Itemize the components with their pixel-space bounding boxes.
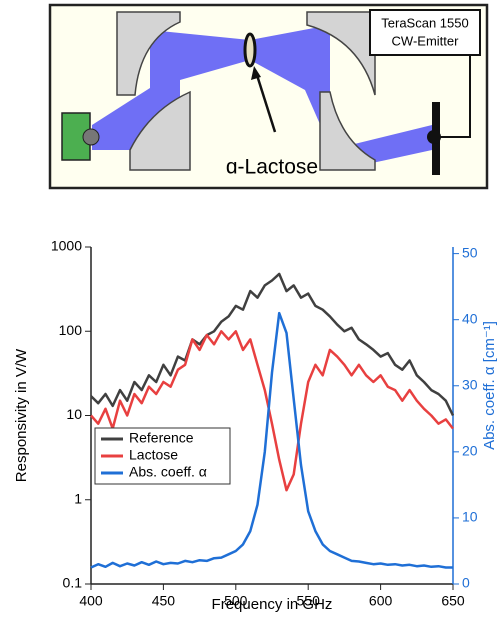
series-line [90, 272, 455, 417]
emitter-box [369, 9, 481, 56]
y-tick-label: 0.1 [63, 575, 83, 591]
x-tick-label: 550 [297, 593, 321, 609]
beam-right [250, 25, 432, 170]
legend-label: Abs. coeff. α [129, 464, 207, 480]
arrow [254, 71, 277, 133]
mirror [129, 90, 191, 171]
y2-axis-label: Abs. coeff. α [cm⁻¹] [481, 321, 498, 450]
y2-tick-label: 40 [462, 310, 478, 326]
series-line [90, 330, 454, 492]
y-tick-label: 1 [74, 490, 82, 506]
x-axis-label: Frequency in GHz [212, 596, 333, 613]
x-tick-label: 600 [369, 593, 393, 609]
emitter-label: TeraScan 1550 [381, 15, 468, 30]
detector-head [427, 130, 441, 144]
mirror [319, 91, 376, 171]
legend-label: Lactose [129, 447, 178, 463]
beam-left [92, 30, 250, 150]
x-tick-label: 650 [441, 593, 465, 609]
y-tick-label: 10 [66, 406, 82, 422]
legend-label: Reference [129, 430, 194, 446]
mirror [306, 11, 376, 96]
y2-tick-label: 0 [462, 575, 470, 591]
y2-tick-label: 50 [462, 244, 478, 260]
lens [82, 128, 100, 146]
arrow-head [251, 66, 261, 80]
sample-label: ɑ-Lactose [226, 156, 318, 179]
x-tick-label: 400 [79, 593, 103, 609]
y-axis-label: Responsivity in V/W [13, 348, 30, 482]
mirror [116, 11, 181, 96]
x-tick-label: 500 [224, 593, 248, 609]
y2-tick-label: 20 [462, 443, 478, 459]
series-line [90, 311, 453, 569]
sample [243, 32, 257, 68]
x-tick-label: 450 [152, 593, 176, 609]
cable [440, 55, 471, 138]
y-tick-label: 100 [59, 322, 83, 338]
y2-tick-label: 10 [462, 509, 478, 525]
y-tick-label: 1000 [51, 238, 82, 254]
setup-diagram: TeraScan 1550 CW-Emitter ɑ-Lactose [48, 3, 489, 190]
y2-tick-label: 30 [462, 376, 478, 392]
emitter-label: CW-Emitter [392, 33, 460, 48]
